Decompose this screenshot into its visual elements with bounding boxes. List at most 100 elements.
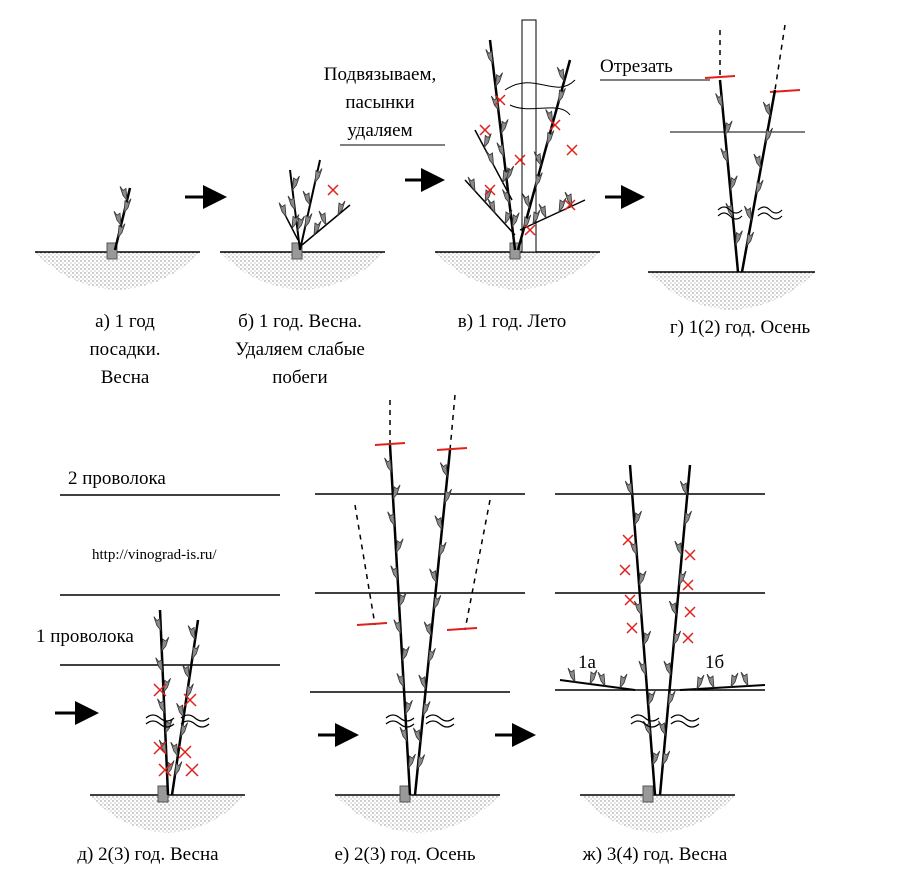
leaf-icon [433,594,442,611]
leaf-icon [533,151,542,167]
tie-loop [504,79,576,116]
cut-mark-icon [183,693,197,707]
cut-mark-icon [619,564,631,576]
leaf-icon [278,202,287,218]
leaf-icon [427,648,436,664]
leaf-icon [674,540,683,557]
caption-a-line2: посадки. [89,339,160,360]
cut-mark-icon [327,184,339,196]
caption-a-line3: Весна [101,367,150,388]
caption-a-line1: а) 1 год [95,311,155,332]
discarded-shoot [449,394,456,451]
cut-mark-icon [564,199,576,211]
leaf-icon [765,127,773,144]
vine-shoot [113,187,132,251]
leaf-icon [483,133,492,149]
leaf-icon [638,570,647,587]
break-symbol [757,212,783,220]
leaf-icon [313,220,322,237]
leaf-icon [398,592,407,608]
leaf-icon [163,677,171,694]
leaf-icon [187,625,196,641]
leaf-icon [291,214,300,230]
cut-mark-icon [566,144,578,156]
cut-line [374,442,406,446]
leaf-icon [502,189,510,205]
leaf-icon [589,669,598,686]
label-arm-1b: 1б [705,652,724,673]
cut-mark-icon [153,741,167,755]
break-symbol [717,212,743,220]
leaf-icon [597,671,606,688]
cut-line [704,75,736,79]
soil [435,252,600,290]
leaf-icon [652,750,661,767]
cut-mark-icon [626,622,638,634]
discarded-shoot [354,504,376,626]
leaf-icon [113,210,122,227]
leaf-icon [679,480,688,497]
leaf-icon [545,109,554,125]
leaf-icon [439,462,448,478]
leaf-icon [157,698,165,715]
leaf-icon [746,231,755,248]
leaf-icon [522,193,531,210]
break-symbol [180,714,210,722]
annotation-tie-line3: удаляем [347,120,412,141]
leaf-icon [387,511,396,528]
leaf-icon [556,66,565,83]
leaf-icon [180,722,189,738]
leaf-icon [647,690,656,707]
leaf-icon [287,195,296,212]
label-arm-1a: 1а [578,652,597,673]
cut-mark-icon [479,124,491,136]
leaf-icon [185,683,194,700]
cut-mark-icon [494,94,506,106]
soil [220,252,385,290]
plant-drawings [35,19,815,833]
leaf-icon [634,510,642,527]
leaf-icon [123,198,132,215]
leaf-icon [486,150,495,167]
stake [106,242,118,260]
leaf-icon [684,510,692,527]
leaf-icon [191,644,200,661]
cut-mark-icon [684,549,696,561]
leaf-icon [304,213,313,229]
leaf-icon [564,191,573,208]
leaf-icon [401,646,410,662]
leaf-icon [155,657,164,673]
leaf-icon [337,200,346,217]
leaf-icon [390,565,399,581]
discarded-shoot [774,24,786,91]
leaf-icon [487,198,496,215]
leaf-icon [633,600,642,617]
leaf-icon [395,538,404,554]
stake [291,242,303,260]
annotation-cut: Отрезать [600,56,673,77]
leaf-icon [558,197,567,214]
cut-mark-icon [178,745,192,759]
cut-mark-icon [153,683,167,697]
leaf-icon [724,120,733,137]
vine-shoot [158,609,170,796]
leaf-icon [532,209,541,226]
leaf-icon [296,215,305,232]
break-symbol [425,720,455,728]
cut-mark-icon [484,184,496,196]
leaf-icon [496,142,505,158]
vine-shoot [519,199,586,231]
leaf-icon [174,761,183,777]
label-wire-1: 1 проволока [36,626,134,647]
soil [580,795,735,833]
leaf-icon [506,165,515,182]
leaf-icon [314,168,323,184]
leaf-icon [744,205,752,222]
leaf-icon [706,673,715,690]
cut-mark-icon [549,119,561,131]
vine-shoot [413,449,452,796]
cut-mark-icon [185,763,199,777]
leaf-icon [762,101,771,118]
cut-mark-icon [622,534,634,546]
